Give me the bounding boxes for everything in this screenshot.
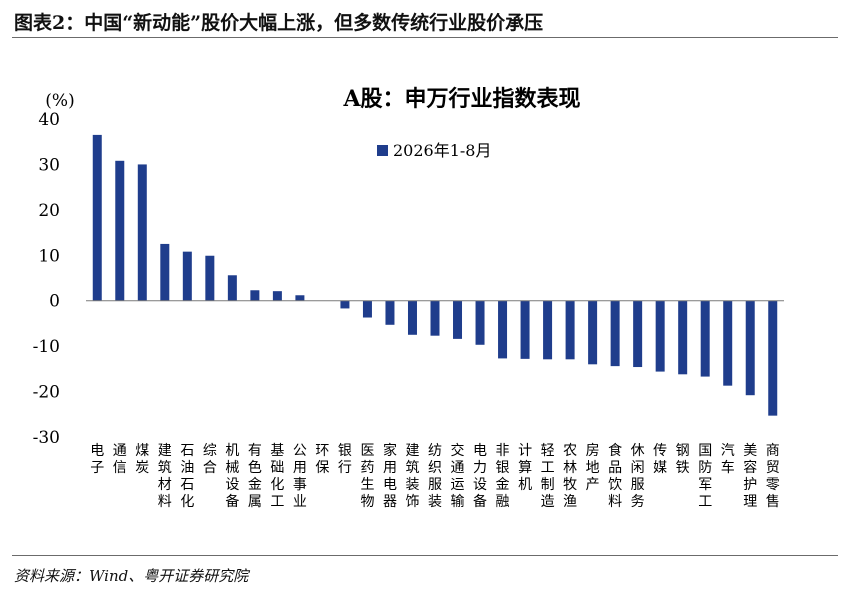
y-tick-label: 40 (38, 110, 60, 130)
source-note: 资料来源：Wind、粤开证券研究院 (14, 567, 249, 585)
bar (655, 300, 665, 372)
category-label: 房地产 (586, 443, 600, 493)
category-label: 休闲服务 (631, 443, 645, 510)
bar (115, 160, 125, 301)
category-label: 公用事业 (293, 443, 307, 510)
bar (565, 300, 575, 360)
category-label: 电子 (90, 443, 104, 476)
chart-title: A股：申万行业指数表现 (342, 86, 580, 112)
category-label: 建筑装饰 (405, 443, 419, 510)
bar (272, 291, 282, 301)
category-label: 电力设备 (473, 443, 487, 510)
category-label: 农林牧渔 (563, 443, 577, 510)
bar (768, 300, 778, 416)
category-label: 建筑材料 (158, 443, 172, 510)
bar (700, 300, 710, 377)
legend-label: 2026年1-8月 (393, 141, 492, 160)
bar (205, 255, 215, 301)
bar (160, 243, 170, 301)
category-label: 钢铁 (676, 443, 690, 476)
bar (498, 300, 508, 359)
category-label: 交通运输 (451, 442, 465, 510)
bar (543, 300, 553, 360)
bar (362, 300, 372, 318)
bar (475, 300, 485, 345)
bar (610, 300, 620, 367)
bar (137, 164, 147, 301)
legend-swatch (377, 145, 388, 156)
category-label: 银行 (338, 443, 352, 476)
y-tick-label: 20 (38, 201, 60, 221)
category-label: 机械设备 (225, 443, 239, 510)
category-label: 美容护理 (743, 443, 757, 510)
y-axis-unit: (%) (45, 91, 74, 111)
category-label: 综合 (203, 443, 217, 476)
category-label: 国防军工 (698, 443, 712, 510)
bar (340, 300, 350, 309)
y-tick-label: -10 (33, 337, 60, 357)
category-label: 石油石化 (180, 443, 194, 510)
bar (453, 300, 463, 339)
bar (723, 300, 733, 386)
legend: 2026年1-8月 (377, 141, 492, 160)
bar (678, 300, 688, 375)
bar (407, 300, 417, 335)
category-label: 计算机 (518, 443, 532, 493)
category-label: 家用电器 (383, 442, 397, 510)
category-label: 基础化工 (270, 442, 284, 510)
bar (250, 290, 260, 301)
y-tick-label: -30 (33, 428, 60, 448)
category-label: 非银金融 (496, 443, 510, 510)
category-label: 有色金属 (248, 443, 262, 510)
category-label: 环保 (315, 443, 329, 476)
y-tick-label: 30 (38, 155, 60, 175)
bar (182, 251, 192, 301)
bar (92, 134, 102, 301)
category-label: 通信 (113, 443, 127, 476)
bar (227, 275, 237, 301)
bar (633, 300, 643, 368)
figure-title: 图表2：中国“新动能”股价大幅上涨，但多数传统行业股价承压 (14, 12, 544, 34)
bar (385, 300, 395, 325)
category-label: 纺织服装 (428, 443, 442, 510)
y-tick-label: 10 (38, 246, 60, 266)
category-label: 食品饮料 (608, 442, 622, 510)
bar (520, 300, 530, 359)
bar (295, 295, 305, 301)
category-label: 商贸零售 (766, 443, 780, 510)
y-tick-label: 0 (49, 292, 60, 312)
category-label: 煤炭 (135, 443, 149, 476)
category-label: 传媒 (653, 443, 667, 476)
bar (745, 300, 755, 396)
bar (588, 300, 598, 365)
category-label: 医药生物 (360, 443, 374, 510)
bar (430, 300, 440, 336)
top-divider (12, 37, 838, 38)
y-tick-label: -20 (33, 383, 60, 403)
bottom-divider (12, 555, 838, 556)
category-label: 轻工制造 (541, 443, 555, 510)
category-label: 汽车 (721, 443, 735, 476)
